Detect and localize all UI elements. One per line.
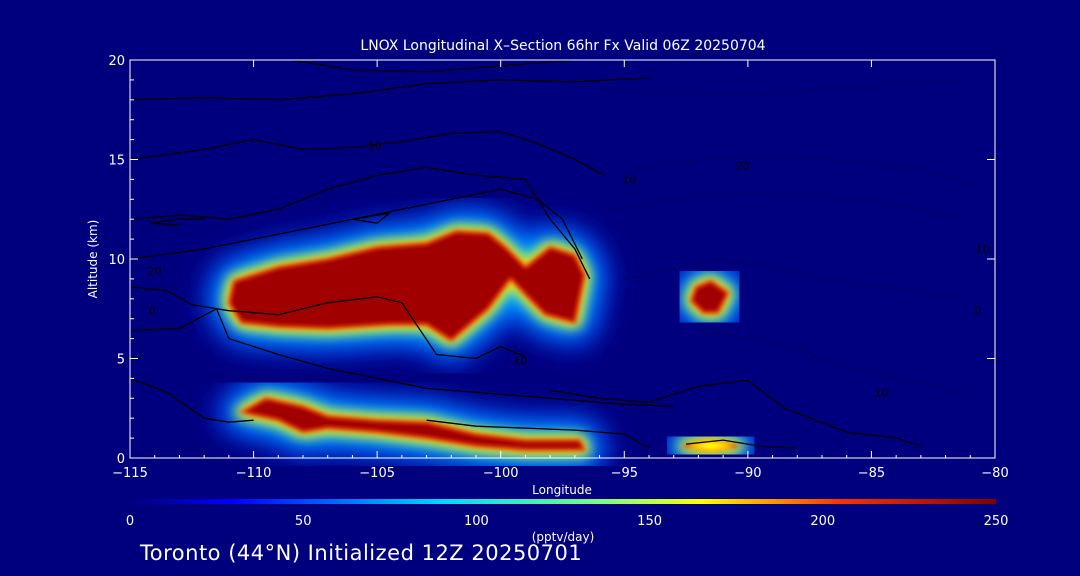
- x-tick-label: −100: [483, 466, 519, 481]
- y-tick-label: 0: [117, 452, 125, 467]
- contour-line: [290, 59, 575, 73]
- contour-label: 10: [622, 173, 636, 186]
- y-tick-label: 20: [108, 54, 125, 69]
- contour-line: [129, 130, 605, 176]
- colorbar-label: (pptv/day): [532, 530, 595, 544]
- contour-line: [636, 154, 971, 184]
- x-tick-label: −85: [858, 466, 885, 481]
- contour-label: 20: [148, 265, 162, 278]
- run-info: Toronto (44°N) Initialized 12Z 20250701: [140, 541, 583, 565]
- contour-labels: 10 20 10 10 20 0 10 10 0: [148, 140, 990, 400]
- colorbar-tick-label: 100: [464, 514, 489, 529]
- x-tick-label: −90: [734, 466, 761, 481]
- contour-line: [129, 377, 254, 423]
- colorbar-gradient: [130, 499, 996, 504]
- contour-line: [426, 419, 650, 449]
- y-tick-label: 5: [117, 353, 125, 368]
- heat-region-upper-plume: [205, 208, 608, 364]
- contour-label: 0: [974, 305, 981, 318]
- colorbar-tick-label: 200: [810, 514, 835, 529]
- x-tick-label: −105: [359, 466, 395, 481]
- contour-line: [129, 77, 650, 101]
- x-axis-label: Longitude: [532, 483, 592, 497]
- contour-lines: [129, 59, 971, 449]
- contour-label: 10: [513, 354, 527, 367]
- colorbar-tick-label: 50: [295, 514, 312, 529]
- x-tick-label: −110: [236, 466, 272, 481]
- chart-title: LNOX Longitudinal X–Section 66hr Fx Vali…: [360, 38, 765, 54]
- y-axis-label: Altitude (km): [86, 220, 100, 299]
- contour-line: [611, 192, 959, 220]
- y-tick-label: 15: [108, 154, 125, 169]
- contour-line: [352, 212, 392, 224]
- heat-region-isolated-core: [668, 257, 752, 336]
- contour-label: 0: [149, 305, 156, 318]
- colorbar-tick-label: 250: [984, 514, 1009, 529]
- contour-line: [129, 166, 591, 280]
- heat-core: [689, 279, 730, 314]
- colorbar: 0 50 100 150 200 250 (pptv/day): [126, 499, 1009, 544]
- contour-line: [549, 379, 922, 447]
- contour-label: 10: [976, 243, 990, 256]
- x-tick-label: −95: [611, 466, 638, 481]
- x-tick-label: −115: [112, 466, 148, 481]
- contour-label: 20: [736, 159, 750, 172]
- colorbar-tick-label: 150: [637, 514, 662, 529]
- axes: −115 −110 −105 −100 −95 −90 −85 −80 0 5 10 15 20: [108, 54, 1008, 481]
- contour-line: [129, 188, 583, 260]
- colorbar-tick-label: 0: [126, 514, 134, 529]
- contour-line: [149, 218, 205, 226]
- heat-region-lower-layer: [218, 375, 608, 473]
- heat-core: [238, 397, 587, 451]
- contour-label: 10: [874, 386, 888, 399]
- contour-line: [129, 286, 526, 360]
- y-tick-label: 10: [108, 253, 125, 268]
- heat-core: [227, 230, 586, 342]
- contour-line: [624, 258, 971, 300]
- contour-line: [686, 439, 798, 449]
- contour-label: 10: [368, 140, 382, 153]
- x-tick-label: −80: [981, 466, 1008, 481]
